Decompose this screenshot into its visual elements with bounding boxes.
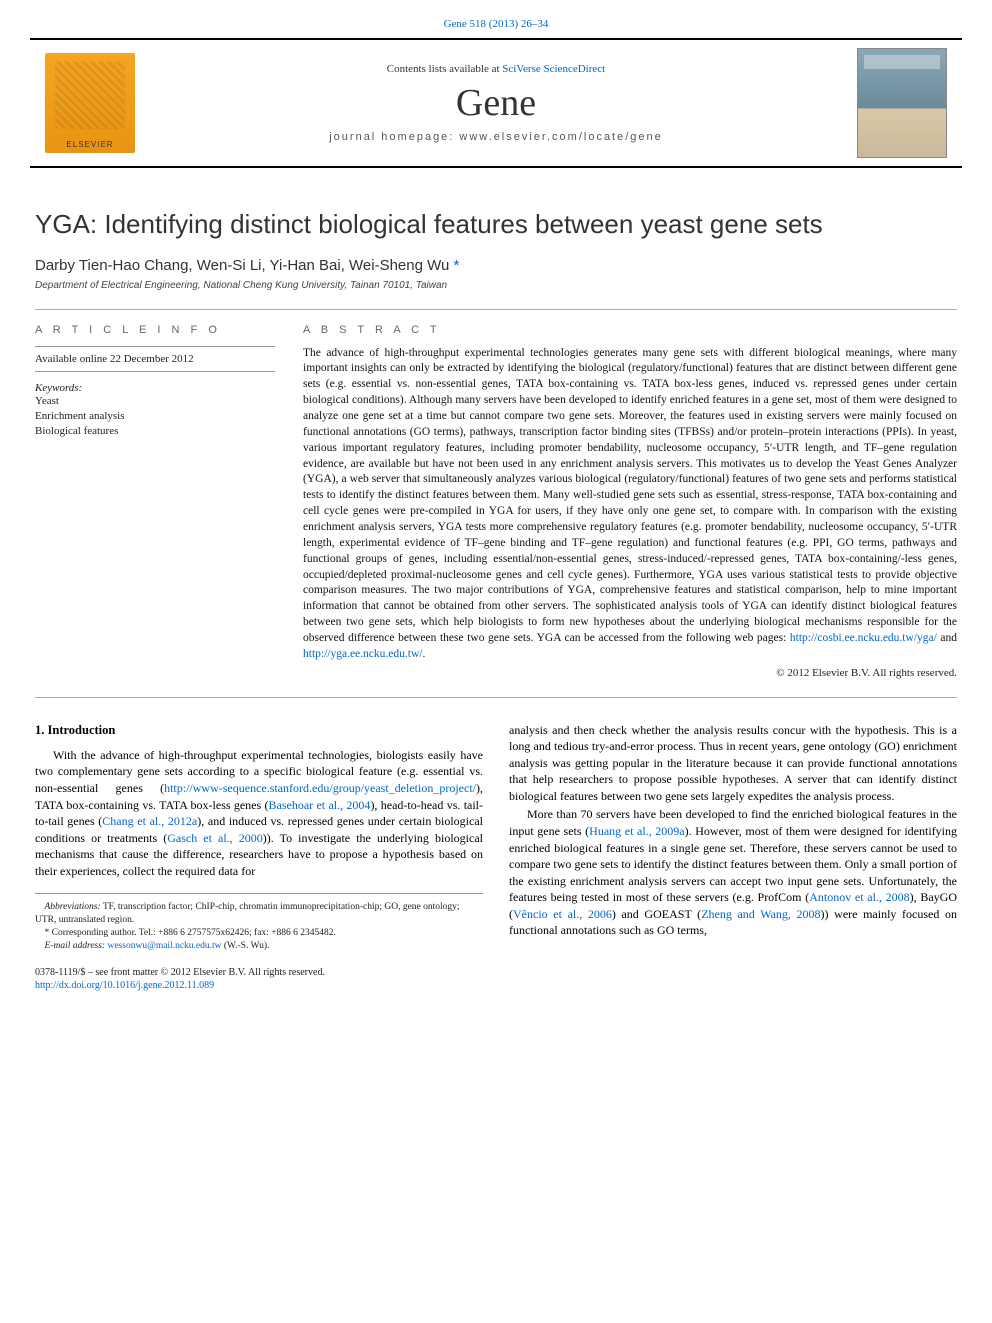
publisher-logo-box: ELSEVIER <box>30 40 150 166</box>
running-head: Gene 518 (2013) 26–34 <box>0 0 992 38</box>
email-label: E-mail address: <box>45 941 108 951</box>
deletion-project-link[interactable]: http://www-sequence.stanford.edu/group/y… <box>164 781 476 795</box>
text-run: analysis and then check whether the anal… <box>509 723 957 803</box>
publisher-name: ELSEVIER <box>66 140 113 149</box>
section-heading: 1. Introduction <box>35 722 483 739</box>
authors-text: Darby Tien-Hao Chang, Wen-Si Li, Yi-Han … <box>35 257 454 274</box>
paragraph: With the advance of high-throughput expe… <box>35 747 483 879</box>
author-list: Darby Tien-Hao Chang, Wen-Si Li, Yi-Han … <box>35 257 957 274</box>
abstract-heading: a b s t r a c t <box>303 324 957 336</box>
journal-cover-icon <box>857 48 947 158</box>
journal-homepage: journal homepage: www.elsevier.com/locat… <box>329 131 663 143</box>
contents-prefix: Contents lists available at <box>387 63 502 75</box>
banner-center: Contents lists available at SciVerse Sci… <box>150 40 842 166</box>
keywords-label: Keywords: <box>35 382 275 394</box>
column-left: 1. Introduction With the advance of high… <box>35 722 483 954</box>
front-matter-footer: 0378-1119/$ – see front matter © 2012 El… <box>35 966 957 993</box>
citation-link[interactable]: Huang et al., 2009a <box>589 824 684 838</box>
abstract-body: The advance of high-throughput experimen… <box>303 347 957 644</box>
paragraph: More than 70 servers have been developed… <box>509 806 957 938</box>
title-block: YGA: Identifying distinct biological fea… <box>35 208 957 291</box>
paragraph: analysis and then check whether the anal… <box>509 722 957 805</box>
email-link[interactable]: wessonwu@mail.ncku.edu.tw <box>107 941 221 951</box>
abbrev-label: Abbreviations: <box>45 902 101 912</box>
issn-copyright: 0378-1119/$ – see front matter © 2012 El… <box>35 966 957 980</box>
article-info-panel: a r t i c l e i n f o Available online 2… <box>35 310 275 679</box>
available-online: Available online 22 December 2012 <box>35 346 275 372</box>
keyword-item: Yeast <box>35 394 275 409</box>
column-right: analysis and then check whether the anal… <box>509 722 957 954</box>
text-run: ) and GOEAST ( <box>612 907 701 921</box>
citation-link[interactable]: Basehoar et al., 2004 <box>269 798 371 812</box>
email-note: E-mail address: wessonwu@mail.ncku.edu.t… <box>35 940 483 952</box>
elsevier-tree-icon: ELSEVIER <box>45 53 135 153</box>
citation-link[interactable]: Antonov et al., 2008 <box>809 890 909 904</box>
citation-link[interactable]: Gasch et al., 2000 <box>167 831 263 845</box>
abstract-panel: a b s t r a c t The advance of high-thro… <box>303 310 957 679</box>
citation-link[interactable]: Zheng and Wang, 2008 <box>701 907 820 921</box>
abstract-link-2[interactable]: http://yga.ee.ncku.edu.tw/ <box>303 648 422 660</box>
keyword-item: Biological features <box>35 424 275 439</box>
keyword-item: Enrichment analysis <box>35 409 275 424</box>
abstract-link-1[interactable]: http://cosbi.ee.ncku.edu.tw/yga/ <box>790 632 937 644</box>
paper-title: YGA: Identifying distinct biological fea… <box>35 208 957 241</box>
info-abstract-row: a r t i c l e i n f o Available online 2… <box>35 310 957 679</box>
cover-thumbnail-box <box>842 40 962 166</box>
corresponding-author-marker[interactable]: * <box>454 257 460 274</box>
abstract-copyright: © 2012 Elsevier B.V. All rights reserved… <box>303 667 957 679</box>
abstract-tail: . <box>422 648 425 660</box>
sciencedirect-link[interactable]: SciVerse ScienceDirect <box>502 63 605 75</box>
corresponding-author-note: * Corresponding author. Tel.: +886 6 275… <box>35 927 483 939</box>
abstract-text: The advance of high-throughput experimen… <box>303 346 957 663</box>
email-suffix: (W.-S. Wu). <box>222 941 270 951</box>
journal-title: Gene <box>456 81 536 125</box>
doi-link[interactable]: http://dx.doi.org/10.1016/j.gene.2012.11… <box>35 980 214 991</box>
journal-banner: ELSEVIER Contents lists available at Sci… <box>30 38 962 168</box>
citation-link[interactable]: Gene 518 (2013) 26–34 <box>444 18 549 30</box>
body-columns: 1. Introduction With the advance of high… <box>35 722 957 954</box>
abstract-join: and <box>937 632 957 644</box>
citation-link[interactable]: Vêncio et al., 2006 <box>513 907 612 921</box>
contents-list-line: Contents lists available at SciVerse Sci… <box>387 63 605 75</box>
article-info-heading: a r t i c l e i n f o <box>35 324 275 336</box>
divider <box>35 697 957 698</box>
footnotes: Abbreviations: TF, transcription factor;… <box>35 893 483 952</box>
citation-link[interactable]: Chang et al., 2012a <box>102 814 197 828</box>
affiliation: Department of Electrical Engineering, Na… <box>35 280 957 291</box>
abbreviations-note: Abbreviations: TF, transcription factor;… <box>35 901 483 926</box>
